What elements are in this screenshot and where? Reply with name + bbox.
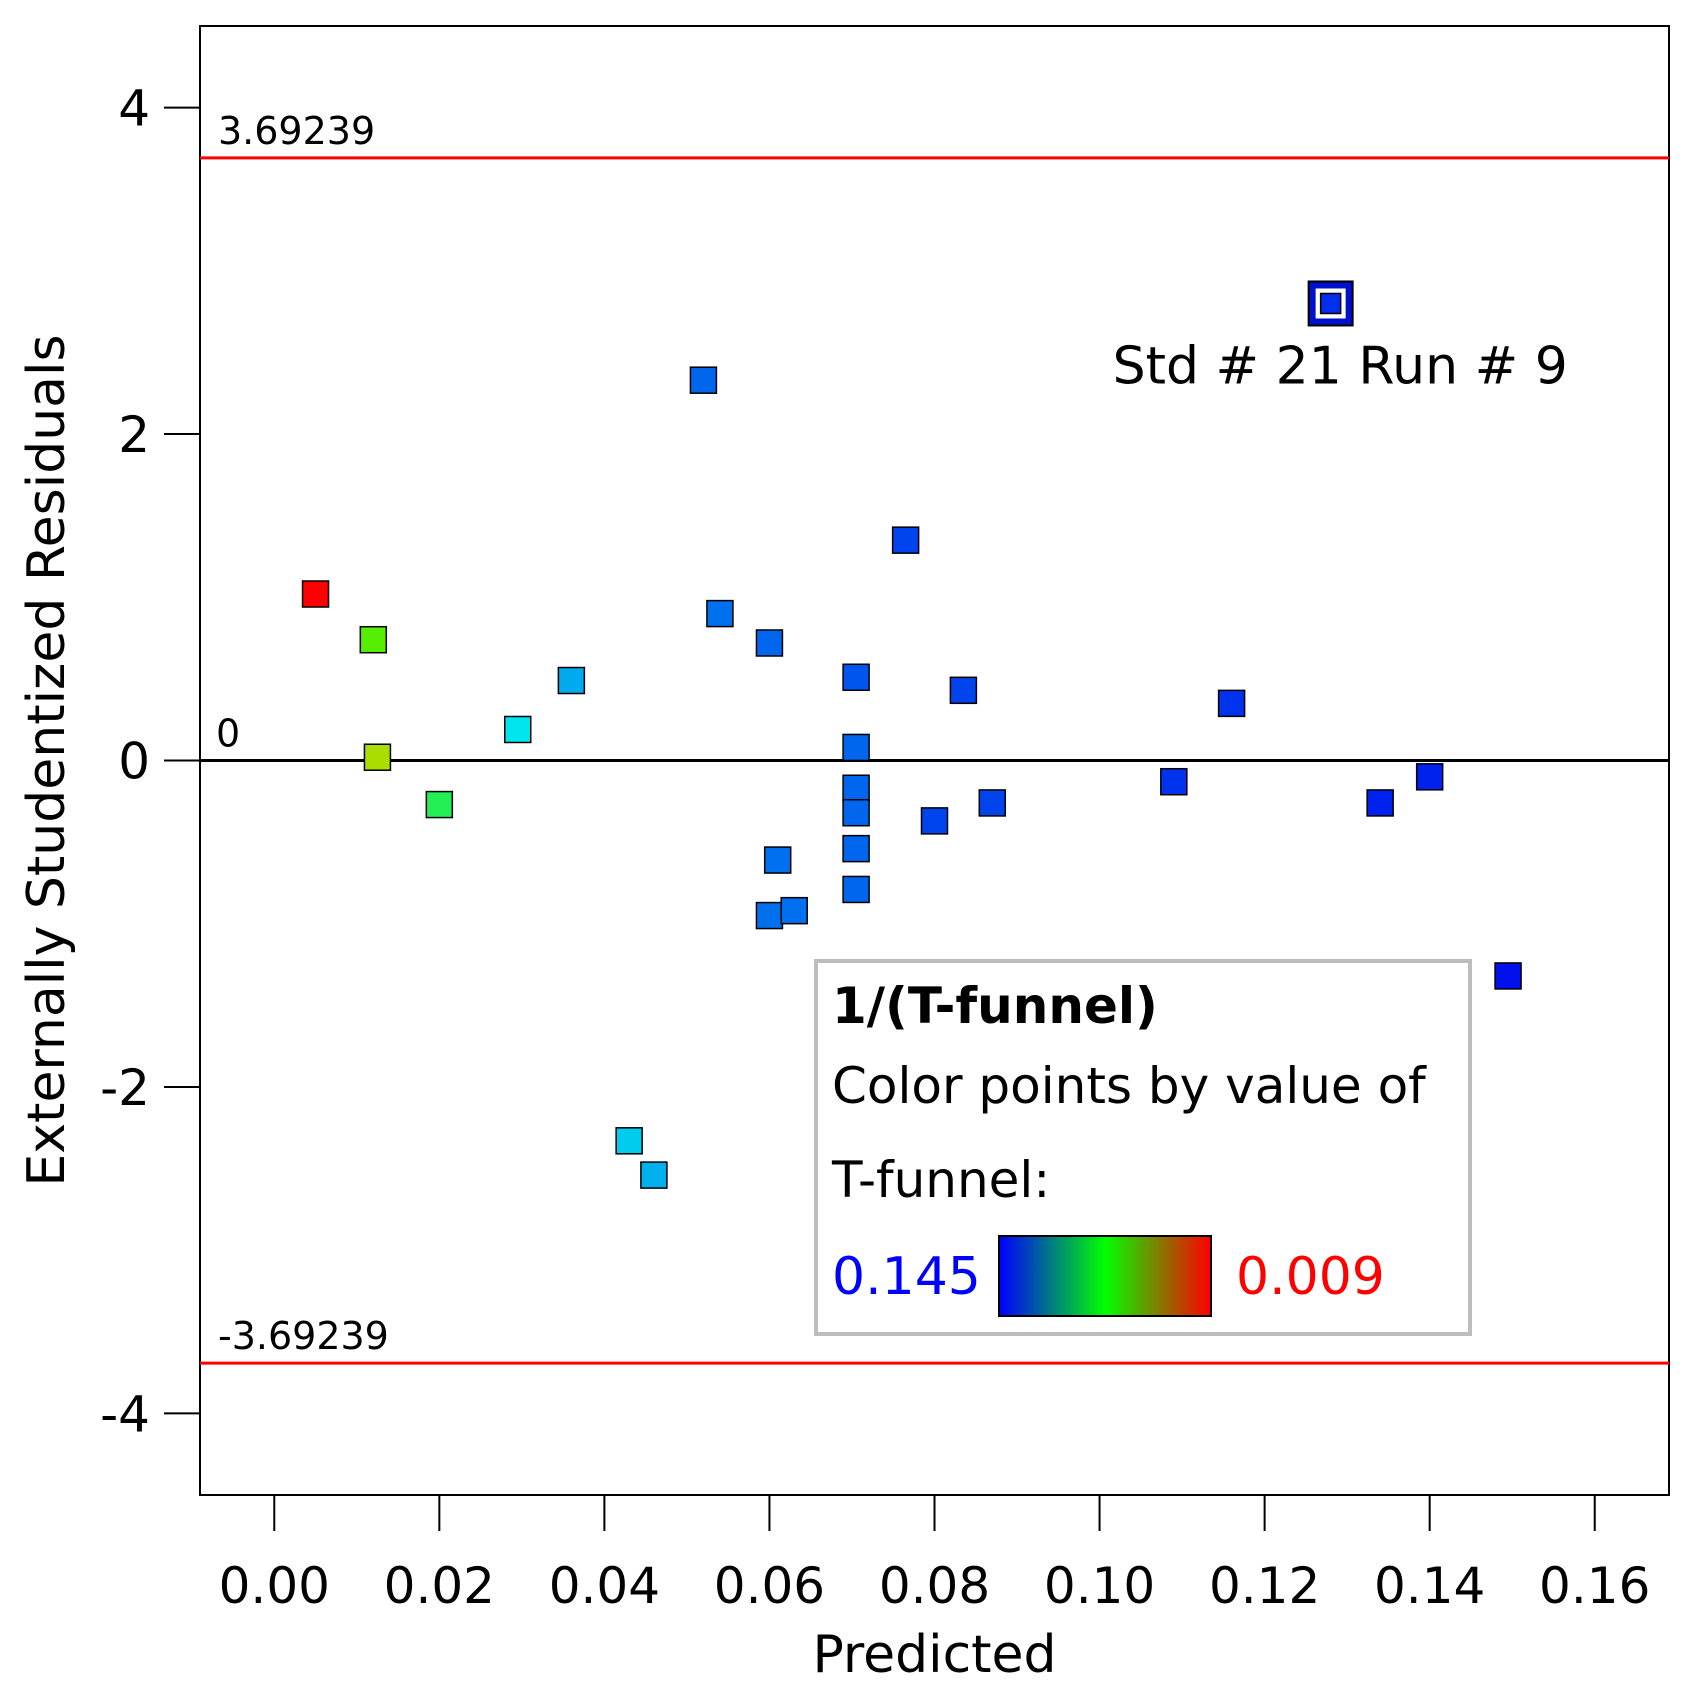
highlighted-point-label: Std # 21 Run # 9 bbox=[1113, 336, 1568, 396]
y-axis-title: Externally Studentized Residuals bbox=[17, 334, 77, 1186]
color-legend: 1/(T-funnel) Color points by value of T-… bbox=[814, 959, 1472, 1336]
lower-limit-label: -3.69239 bbox=[218, 1314, 389, 1358]
data-point bbox=[842, 834, 870, 863]
data-point bbox=[1160, 767, 1188, 796]
data-point bbox=[1319, 292, 1342, 315]
x-tick-label: 0.10 bbox=[1044, 1557, 1155, 1615]
x-tick-label: 0.16 bbox=[1539, 1557, 1650, 1615]
data-point bbox=[763, 846, 792, 874]
y-tick-label: -4 bbox=[100, 1385, 150, 1443]
data-point bbox=[891, 526, 920, 554]
data-point bbox=[359, 625, 388, 654]
data-point bbox=[689, 366, 718, 394]
highlighted-point-group bbox=[1307, 280, 1354, 327]
y-axis-ticks: 4 2 0 -2 -4 bbox=[100, 80, 200, 1443]
data-point bbox=[755, 629, 784, 657]
y-tick-label: 0 bbox=[118, 733, 150, 791]
data-point bbox=[978, 789, 1007, 817]
data-point bbox=[1366, 789, 1394, 817]
x-axis-ticks: 0.00 0.02 0.04 0.06 0.08 0.10 0.12 0.14 0.16 bbox=[219, 1495, 1650, 1615]
data-point bbox=[842, 875, 870, 904]
y-tick-label: -2 bbox=[100, 1059, 150, 1117]
legend-title: 1/(T-funnel) bbox=[832, 977, 1158, 1035]
data-point bbox=[503, 715, 532, 744]
data-point bbox=[780, 896, 808, 925]
legend-color-gradient bbox=[998, 1235, 1212, 1317]
x-tick-label: 0.04 bbox=[549, 1557, 660, 1615]
legend-description: Color points by value of bbox=[832, 1057, 1426, 1115]
data-points bbox=[301, 366, 1522, 1189]
data-point bbox=[842, 733, 870, 762]
legend-high-value: 0.009 bbox=[1236, 1247, 1385, 1307]
data-point bbox=[425, 790, 454, 819]
x-tick-label: 0.08 bbox=[879, 1557, 990, 1615]
data-point bbox=[363, 743, 392, 771]
x-tick-label: 0.00 bbox=[219, 1557, 330, 1615]
data-point bbox=[1415, 763, 1444, 791]
data-point bbox=[706, 599, 734, 628]
data-point bbox=[301, 580, 330, 608]
data-point bbox=[842, 663, 870, 692]
upper-limit-label: 3.69239 bbox=[218, 109, 375, 153]
data-point bbox=[920, 807, 949, 835]
data-point bbox=[842, 774, 870, 802]
x-tick-label: 0.14 bbox=[1374, 1557, 1485, 1615]
data-point bbox=[557, 666, 586, 695]
x-tick-label: 0.12 bbox=[1209, 1557, 1320, 1615]
zero-line-label: 0 bbox=[216, 712, 240, 756]
y-tick-label: 4 bbox=[118, 80, 150, 138]
legend-low-value: 0.145 bbox=[832, 1247, 981, 1307]
data-point bbox=[1494, 962, 1522, 990]
data-point bbox=[949, 676, 978, 705]
data-point bbox=[755, 901, 784, 930]
y-tick-label: 2 bbox=[118, 406, 150, 464]
legend-variable: T-funnel: bbox=[832, 1151, 1051, 1209]
x-tick-label: 0.02 bbox=[384, 1557, 495, 1615]
data-point bbox=[842, 798, 870, 827]
x-tick-label: 0.06 bbox=[714, 1557, 825, 1615]
x-axis-title: Predicted bbox=[812, 1625, 1056, 1685]
data-point bbox=[1217, 689, 1246, 718]
data-point bbox=[640, 1161, 668, 1189]
data-point bbox=[615, 1127, 643, 1155]
